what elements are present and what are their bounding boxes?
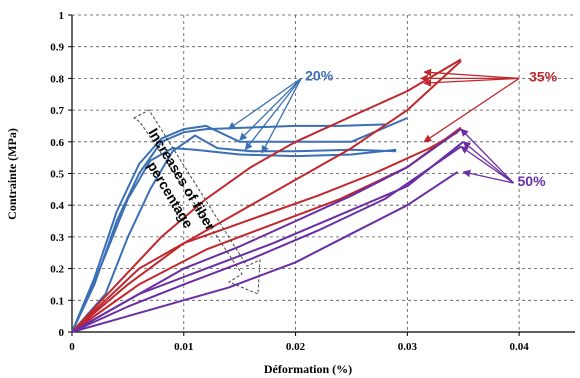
series-label-20pct: 20% [305, 67, 334, 83]
curve-35pct-4 [71, 131, 459, 333]
curve-20pct-4 [71, 134, 397, 333]
pointer-arrow [462, 169, 514, 184]
x-tick-label: 0.04 [509, 341, 529, 353]
pointer-arrow [460, 146, 514, 184]
curve-20pct-3 [71, 147, 397, 333]
series-curves [71, 58, 464, 333]
curve-20pct-1 [71, 123, 386, 333]
pointer-arrow [423, 77, 520, 87]
y-tick-label: 0.1 [50, 295, 64, 307]
y-tick-label: 0.4 [50, 200, 64, 212]
x-tick-label: 0.02 [286, 341, 306, 353]
curve-35pct-2 [71, 60, 462, 333]
curve-20pct-2 [71, 117, 408, 333]
grid [72, 14, 575, 332]
y-tick-label: 1 [59, 10, 65, 22]
curve-35pct-1 [71, 58, 462, 333]
x-tick-label: 0 [69, 341, 75, 353]
y-tick-label: 0 [59, 327, 65, 339]
series-label-50pct: 50% [518, 173, 547, 189]
y-tick-label: 0.9 [50, 42, 64, 54]
x-axis-title: Déformation (%) [264, 362, 352, 376]
y-tick-label: 0.3 [50, 232, 64, 244]
label-pointers [227, 68, 520, 184]
series-labels: 20% 35% 50% [305, 67, 558, 189]
y-tick-label: 0.6 [50, 137, 64, 149]
y-tick-label: 0.7 [50, 105, 64, 117]
pointer-arrow [423, 77, 520, 143]
pointer-arrow [239, 77, 302, 141]
axes: 0 0.1 0.2 0.3 0.4 0.5 0.6 0.7 0.8 0.9 1 0 0.01 0.02 0.… [50, 10, 575, 353]
y-tick-label: 0.8 [50, 73, 64, 85]
curve-50pct-4 [71, 171, 459, 333]
pointer-arrow [460, 128, 514, 184]
pointer-arrow [227, 77, 302, 130]
curve-50pct-2 [71, 141, 464, 333]
pointer-arrow [423, 68, 520, 80]
y-axis-title: Contrainte (MPa) [5, 128, 19, 220]
x-tick-label: 0.03 [398, 341, 418, 353]
y-tick-label: 0.5 [50, 169, 64, 181]
pointer-arrow [261, 78, 302, 154]
series-label-35pct: 35% [529, 68, 558, 84]
curve-50pct-3 [71, 145, 462, 333]
fiber-annotation: Increases of fiber percentage [133, 109, 261, 295]
pointer-arrow [462, 141, 514, 184]
pointer-arrow [244, 77, 302, 151]
x-tick-label: 0.01 [174, 341, 193, 353]
y-tick-label: 0.2 [50, 264, 64, 276]
